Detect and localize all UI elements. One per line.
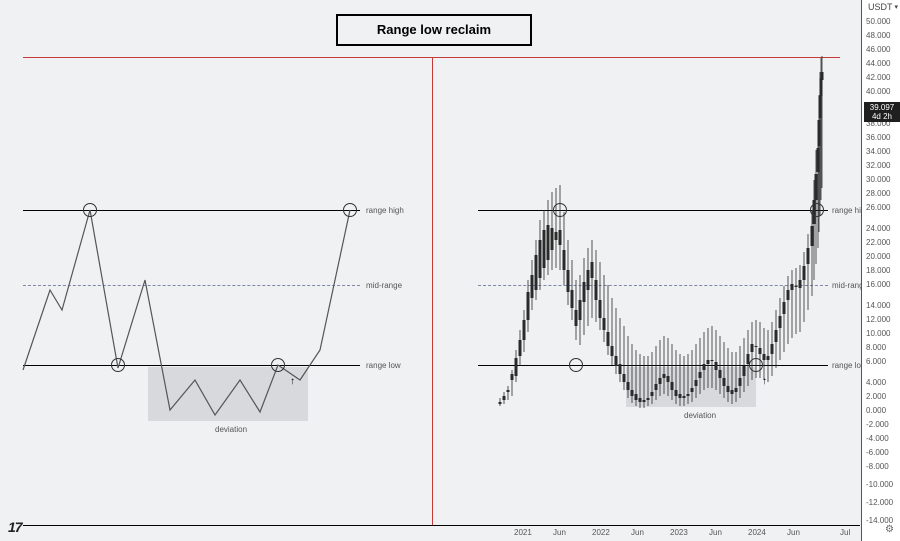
y-tick-label: 44.000 bbox=[866, 59, 890, 68]
y-tick-label: -10.000 bbox=[866, 480, 893, 489]
y-tick-label: 16.000 bbox=[866, 280, 890, 289]
y-tick-label: -4.000 bbox=[866, 434, 889, 443]
y-tick-label: 18.000 bbox=[866, 266, 890, 275]
current-price-badge: 39.097 4d 2h bbox=[864, 102, 900, 122]
y-tick-label: 8.000 bbox=[866, 343, 886, 352]
y-tick-label: 4.000 bbox=[866, 378, 886, 387]
currency-label: USDT bbox=[868, 2, 893, 12]
y-tick-label: -12.000 bbox=[866, 498, 893, 507]
marker-circle bbox=[810, 203, 824, 217]
right-reclaim-arrow-icon: ↑ bbox=[762, 376, 767, 387]
y-tick-label: 40.000 bbox=[866, 87, 890, 96]
price-badge-value: 39.097 bbox=[864, 103, 900, 112]
y-tick-label: 26.000 bbox=[866, 203, 890, 212]
y-tick-label: 28.000 bbox=[866, 189, 890, 198]
x-tick-label: 2023 bbox=[670, 528, 688, 537]
y-tick-label: 6.000 bbox=[866, 357, 886, 366]
y-tick-label: 34.000 bbox=[866, 147, 890, 156]
price-badge-time: 4d 2h bbox=[864, 112, 900, 121]
y-tick-label: 48.000 bbox=[866, 31, 890, 40]
chart-page: Range low reclaim range high mid-range r… bbox=[0, 0, 900, 541]
x-tick-label: 2021 bbox=[514, 528, 532, 537]
y-tick-label: 50.000 bbox=[866, 17, 890, 26]
y-tick-label: 14.000 bbox=[866, 301, 890, 310]
x-tick-label: Jun bbox=[709, 528, 722, 537]
marker-circle bbox=[749, 358, 763, 372]
y-tick-label: 22.000 bbox=[866, 238, 890, 247]
y-tick-label: 46.000 bbox=[866, 45, 890, 54]
y-tick-label: 36.000 bbox=[866, 133, 890, 142]
y-tick-label: 12.000 bbox=[866, 315, 890, 324]
price-y-axis: USDT ▾ 50.000 48.000 46.000 44.000 42.000 40.… bbox=[861, 0, 900, 541]
x-tick-label: Jul bbox=[840, 528, 850, 537]
y-tick-label: -6.000 bbox=[866, 448, 889, 457]
y-tick-label: 30.000 bbox=[866, 175, 890, 184]
y-tick-label: -2.000 bbox=[866, 420, 889, 429]
tradingview-logo: 17 bbox=[8, 519, 22, 535]
x-tick-label: 2024 bbox=[748, 528, 766, 537]
y-tick-label: 32.000 bbox=[866, 161, 890, 170]
y-tick-label: 10.000 bbox=[866, 329, 890, 338]
x-tick-label: Jun bbox=[553, 528, 566, 537]
currency-selector[interactable]: USDT ▾ bbox=[868, 2, 898, 12]
marker-circle bbox=[569, 358, 583, 372]
y-tick-label: 42.000 bbox=[866, 73, 890, 82]
x-tick-label: Jun bbox=[787, 528, 800, 537]
chevron-down-icon: ▾ bbox=[894, 3, 898, 11]
y-tick-label: 0.000 bbox=[866, 406, 886, 415]
right-candlestick-chart bbox=[0, 0, 900, 541]
y-tick-label: 2.000 bbox=[866, 392, 886, 401]
marker-circle bbox=[553, 203, 567, 217]
y-tick-label: 20.000 bbox=[866, 252, 890, 261]
x-tick-label: Jun bbox=[631, 528, 644, 537]
settings-icon[interactable]: ⚙ bbox=[885, 524, 894, 535]
y-tick-label: -8.000 bbox=[866, 462, 889, 471]
y-tick-label: 24.000 bbox=[866, 224, 890, 233]
x-tick-label: 2022 bbox=[592, 528, 610, 537]
